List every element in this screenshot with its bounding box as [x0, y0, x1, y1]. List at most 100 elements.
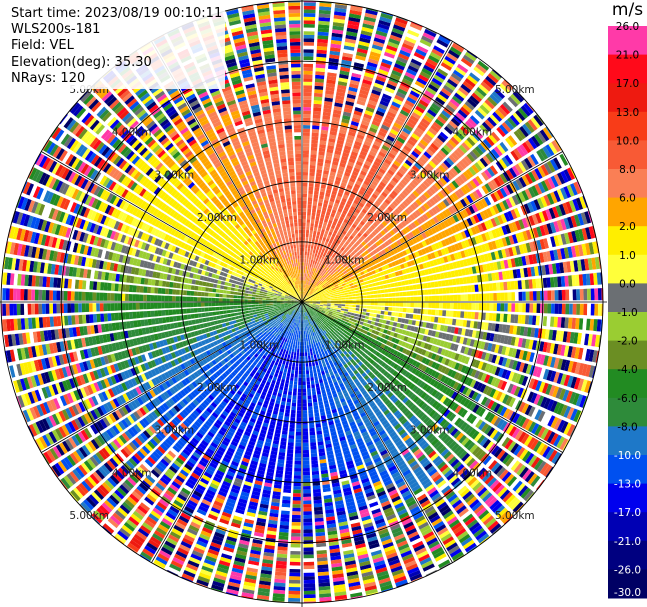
gate-cell [536, 150, 546, 162]
gate-cell [339, 216, 345, 222]
gate-cell [331, 209, 337, 215]
gate-cell [316, 427, 322, 432]
gate-cell [396, 136, 406, 144]
gate-cell [392, 98, 403, 106]
gate-cell [439, 177, 448, 186]
gate-cell [499, 173, 508, 184]
gate-cell [424, 61, 436, 70]
gate-cell [390, 283, 395, 288]
gate-cell [587, 334, 593, 346]
gate-cell [417, 290, 421, 296]
gate-cell [331, 232, 336, 238]
gate-cell [469, 275, 475, 284]
gate-cell [312, 299, 317, 301]
gate-cell [421, 136, 431, 144]
gate-cell [391, 312, 396, 317]
gate-cell [499, 187, 508, 198]
gate-cell [355, 55, 366, 61]
gate-cell [312, 398, 318, 403]
gate-cell [360, 170, 367, 177]
gate-cell [328, 201, 334, 206]
gate-cell [401, 78, 413, 86]
gate-cell [577, 259, 582, 272]
gate-cell [402, 176, 410, 184]
gate-cell [370, 123, 379, 130]
gate-cell [302, 269, 304, 274]
gate-cell [327, 204, 333, 210]
gate-cell [336, 309, 341, 312]
gate-cell [375, 30, 388, 37]
gate-cell [539, 252, 545, 263]
gate-cell [341, 283, 346, 287]
gate-cell [346, 164, 353, 171]
gate-cell [306, 341, 309, 346]
gate-cell [466, 137, 476, 147]
gate-cell [437, 134, 446, 143]
gate-cell [313, 488, 321, 494]
gate-cell [426, 86, 437, 96]
gate-cell [437, 280, 442, 287]
gate-cell [381, 236, 387, 243]
gate-cell [377, 302, 382, 306]
gate-cell [331, 249, 336, 254]
gate-cell [434, 137, 444, 146]
gate-cell [433, 170, 441, 178]
gate-cell [476, 86, 487, 97]
gate-cell [500, 334, 506, 344]
gate-cell [427, 245, 434, 252]
gate-cell [303, 323, 305, 328]
gate-cell [421, 118, 431, 126]
gate-cell [310, 279, 314, 283]
gate-cell [409, 291, 414, 296]
gate-cell [487, 194, 495, 205]
gate-cell [452, 318, 457, 326]
gate-cell [311, 212, 316, 217]
gate-cell [458, 60, 471, 71]
gate-cell [391, 307, 396, 312]
gate-cell [304, 341, 307, 346]
gate-cell [464, 239, 470, 248]
gate-cell [316, 390, 321, 395]
gate-cell [307, 208, 312, 213]
gate-cell [433, 155, 442, 164]
gate-cell [317, 349, 322, 354]
gate-cell [319, 144, 326, 149]
gate-cell [438, 265, 444, 272]
gate-cell [489, 262, 495, 271]
gate-cell [323, 233, 328, 238]
gate-cell [308, 244, 311, 249]
gate-cell [308, 190, 313, 195]
gate-cell [329, 54, 340, 60]
gate-cell [365, 106, 375, 113]
gate-cell [403, 218, 410, 225]
gate-cell [405, 32, 418, 41]
gate-cell [323, 104, 332, 110]
gate-cell [321, 255, 325, 260]
gate-cell [403, 262, 409, 268]
gate-cell [303, 31, 315, 35]
gate-cell [303, 52, 314, 57]
gate-cell [307, 295, 311, 298]
gate-cell [312, 362, 316, 367]
gate-cell [420, 96, 431, 105]
gate-cell [309, 299, 313, 301]
gate-cell [487, 252, 493, 262]
gate-cell [460, 286, 465, 293]
gate-cell [337, 282, 342, 286]
gate-cell [447, 326, 452, 333]
gate-cell [550, 236, 556, 248]
gate-cell [317, 205, 322, 210]
gate-cell [388, 307, 393, 311]
gate-cell [340, 201, 346, 206]
gate-cell [302, 190, 308, 194]
gate-cell [524, 121, 535, 133]
gate-cell [411, 229, 418, 237]
gate-cell [354, 183, 361, 189]
gate-cell [320, 281, 324, 285]
gate-cell [503, 313, 508, 323]
gate-cell [470, 247, 477, 256]
gate-cell [478, 187, 486, 197]
gate-cell [318, 279, 322, 284]
ray-14 [302, 79, 514, 302]
gate-cell [338, 300, 342, 302]
